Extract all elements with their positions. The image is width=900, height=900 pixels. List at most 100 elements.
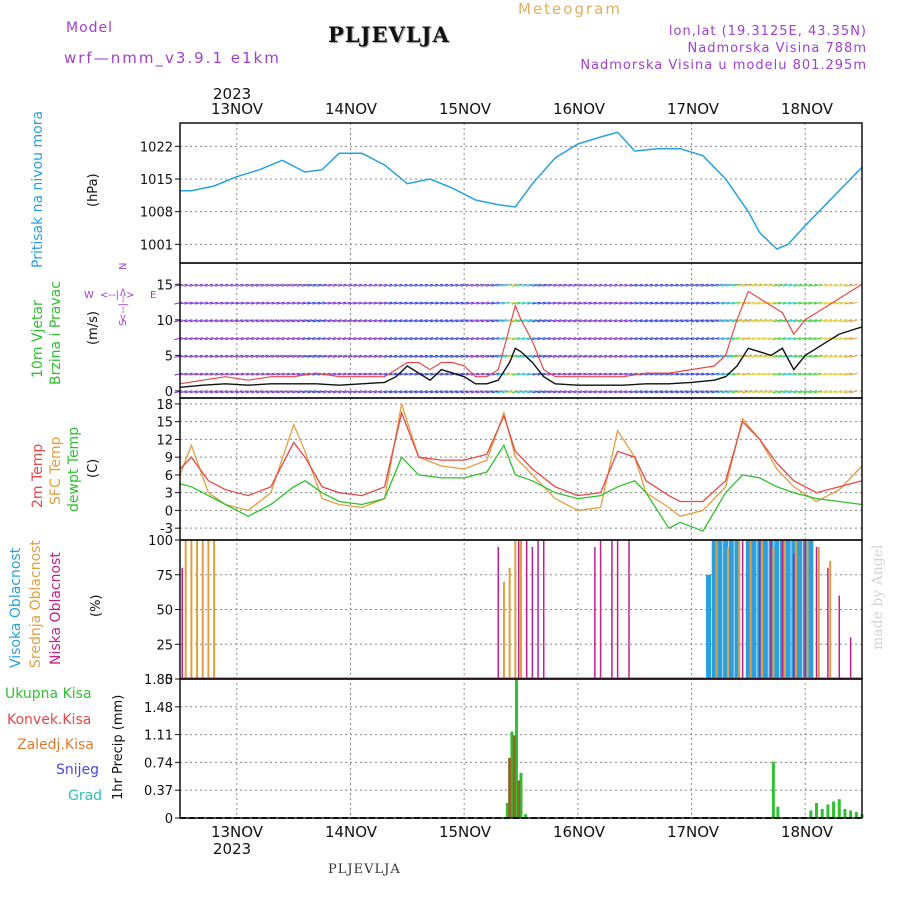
wind-arrow-913 xyxy=(839,337,848,341)
wind-arrow-604 xyxy=(614,354,623,358)
wind-arrow-325 xyxy=(409,337,418,341)
wind-arrow-409 xyxy=(470,337,480,341)
bottom-day-label-4: 17NOV xyxy=(667,823,720,841)
wind-arrow-664 xyxy=(654,283,664,287)
precip-label-total: Ukupna Kisa xyxy=(5,686,92,702)
temp-tick-label-5: 3 xyxy=(165,487,173,502)
wind-gust-line xyxy=(179,283,863,385)
wind-arrow-259 xyxy=(363,390,372,394)
wind-arrow-761 xyxy=(726,301,735,305)
wind-arrow-755 xyxy=(721,283,730,287)
wind-arrow-606 xyxy=(614,319,623,323)
panel-frame-t xyxy=(179,397,863,541)
wind-arrow-326 xyxy=(409,319,418,323)
wind-arrow-417 xyxy=(475,319,485,323)
wind-arrow-16 xyxy=(184,354,193,358)
wind-arrow-406 xyxy=(470,390,480,394)
wind-arrow-377 xyxy=(445,283,454,287)
wind-arrow-15 xyxy=(184,372,193,376)
wind-arrow-468 xyxy=(511,283,520,287)
wind-arrow-575 xyxy=(593,372,602,376)
wind-arrow-577 xyxy=(593,337,602,341)
wind-arrow-647 xyxy=(644,337,653,341)
wind-arrow-504 xyxy=(542,390,551,394)
wind-arrow-868 xyxy=(808,390,817,394)
wind-arrow-475 xyxy=(516,283,526,287)
wind-arrow-466 xyxy=(511,319,520,323)
pressure-tick-label-1: 1015 xyxy=(140,173,173,188)
top-day-label-0: 13NOV xyxy=(211,100,264,118)
wind-arrow-86 xyxy=(235,354,244,358)
wind-arrow-206 xyxy=(322,337,331,341)
wind-arrow-517 xyxy=(547,283,556,287)
wind-arrow-352 xyxy=(429,354,439,358)
wind-arrow-37 xyxy=(199,354,208,358)
wind-arrow-365 xyxy=(440,372,449,376)
wind-arrow-257 xyxy=(358,301,367,305)
wind-arrow-340 xyxy=(419,319,428,323)
wind-arrow-161 xyxy=(291,390,301,394)
cloud-high-bar-13 xyxy=(785,540,791,679)
wind-arrow-226 xyxy=(337,354,347,358)
wind-arrow-818 xyxy=(767,283,776,287)
bottom-day-label-2: 15NOV xyxy=(439,823,492,841)
cloud-tick-label-1: 75 xyxy=(156,569,173,584)
wind-arrow-617 xyxy=(624,372,633,376)
wind-arrow-677 xyxy=(665,301,674,305)
wind-arrow-376 xyxy=(445,301,454,305)
wind-arrow-54 xyxy=(209,301,219,305)
wind-arrow-350 xyxy=(429,390,439,394)
wind-arrow-329 xyxy=(414,390,423,394)
wind-arrow-300 xyxy=(388,283,398,287)
wind-arrow-843 xyxy=(787,337,797,341)
wind-arrow-432 xyxy=(486,301,495,305)
wind-arrow-907 xyxy=(833,319,843,323)
wind-arrow-275 xyxy=(373,354,382,358)
wind-arrow-80 xyxy=(230,337,239,341)
wind-arrow-554 xyxy=(578,372,587,376)
wind-arrow-637 xyxy=(639,390,648,394)
wind-arrow-497 xyxy=(537,390,546,394)
wind-arrow-141 xyxy=(276,372,285,376)
wind-arrow-354 xyxy=(429,319,439,323)
temp-title-1: 2m Temp xyxy=(30,444,46,508)
wind-arrow-39 xyxy=(199,319,208,323)
wind-arrow-22 xyxy=(189,372,198,376)
wind-arrow-355 xyxy=(429,301,439,305)
wind-arrow-228 xyxy=(337,319,347,323)
wind-arrow-339 xyxy=(419,337,428,341)
precip-total-bar-7 xyxy=(809,810,813,818)
wind-arrow-6 xyxy=(174,283,183,287)
wind-arrow-787 xyxy=(747,337,756,341)
wind-arrow-62 xyxy=(215,283,224,287)
temp-unit: (C) xyxy=(86,459,101,478)
cloud-mid-bar-16 xyxy=(783,540,786,679)
wind-arrow-777 xyxy=(741,390,751,394)
wind-arrow-887 xyxy=(818,301,827,305)
wind-arrow-298 xyxy=(388,319,398,323)
wind-arrow-374 xyxy=(445,337,454,341)
wind-arrow-613 xyxy=(619,319,628,323)
wind-arrow-594 xyxy=(603,283,613,287)
wind-arrow-862 xyxy=(803,372,812,376)
wind-arrow-522 xyxy=(552,319,561,323)
wind-arrow-71 xyxy=(225,372,234,376)
wind-arrow-908 xyxy=(833,301,843,305)
wind-arrow-477 xyxy=(521,372,531,376)
wind-arrow-698 xyxy=(680,301,689,305)
precip-total-bar-15 xyxy=(854,811,858,818)
wind-arrow-758 xyxy=(726,354,735,358)
wind-arrow-882 xyxy=(818,390,827,394)
temp-tick-label-4: 6 xyxy=(165,469,173,484)
wind-arrow-148 xyxy=(281,372,290,376)
wind-arrow-399 xyxy=(465,390,474,394)
wind-arrow-680 xyxy=(670,372,679,376)
wind-arrow-568 xyxy=(588,372,597,376)
wind-arrow-739 xyxy=(711,319,720,323)
wind-arrow-588 xyxy=(603,390,613,394)
altitude-label: Nadmorska Visina 788m xyxy=(687,41,867,56)
wind-arrow-462 xyxy=(511,390,520,394)
wind-arrow-207 xyxy=(322,319,331,323)
bottom-day-label-1: 14NOV xyxy=(325,823,378,841)
wind-arrow-533 xyxy=(562,372,572,376)
